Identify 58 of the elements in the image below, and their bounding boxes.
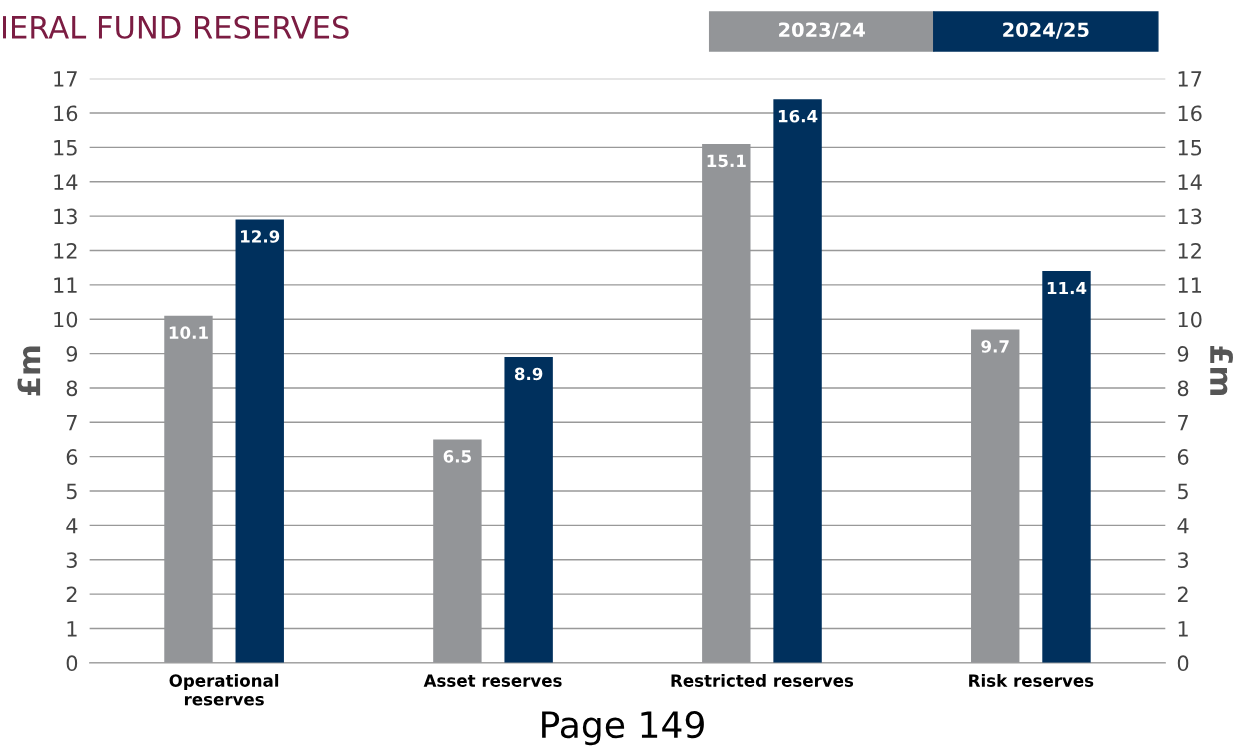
y-tick-label: 5 [66,483,77,500]
y2-tick-label: 9 [1177,346,1189,362]
data-label: 10.1 [169,326,208,339]
y-tick-label: 0 [66,655,78,672]
data-label: 11.4 [1047,281,1087,295]
y2-tick-label: 15 [1178,140,1202,156]
y2-tick-label: 13 [1178,208,1202,225]
y-tick-label: 6 [66,449,78,465]
data-label: 12.9 [241,230,280,243]
x-tick-label: Operational reserves [169,673,279,706]
data-label: 9.7 [981,340,1009,353]
y-tick-label: 10 [54,311,78,328]
y2-axis-title: £m [1210,346,1233,395]
bar [504,357,553,663]
text: 2024/25 [1003,22,1089,39]
y2-tick-label: 5 [1178,483,1188,500]
data-label: 6.5 [443,450,471,463]
y2-tick-label: 16 [1178,105,1202,122]
y2-tick-label: 3 [1178,552,1189,568]
y-tick-label: 11 [54,277,77,293]
chart-title: IERAL FUND RESERVES [3,15,349,39]
y2-tick-label: 8 [1177,380,1189,397]
y2-tick-label: 11 [1178,277,1202,293]
y-tick-label: 3 [66,552,77,568]
y-tick-label: 9 [66,346,78,362]
y-tick-label: 4 [66,518,78,534]
y-tick-label: 2 [66,586,77,603]
text: Page 149 [542,710,704,746]
y-tick-label: 14 [54,174,78,190]
bar [773,99,822,663]
y2-tick-label: 12 [1178,242,1201,259]
y2-tick-label: 17 [1178,71,1202,87]
x-tick-label: Risk reserves [969,673,1094,687]
y-tick-label: 1 [67,621,77,637]
y2-tick-label: 2 [1177,586,1188,603]
y2-tick-label: 4 [1177,518,1189,534]
data-label: 8.9 [514,367,543,381]
y-tick-label: 13 [54,208,77,225]
y-axis-title: £m [17,346,41,396]
x-tick-label: Asset reserves [423,674,562,687]
data-label: 15.1 [707,154,746,168]
y2-tick-label: 6 [1177,449,1189,465]
y-tick-label: 8 [66,380,78,397]
y2-tick-label: 14 [1178,174,1202,190]
data-label: 16.4 [778,109,818,123]
bar [1042,271,1091,663]
y2-tick-label: 7 [1178,415,1188,431]
y2-tick-label: 10 [1178,311,1202,328]
text: 2023/24 [779,22,865,39]
y2-tick-label: 0 [1177,655,1189,672]
y-tick-label: 17 [54,71,77,87]
x-tick-label: Restricted reserves [671,673,854,687]
y-tick-label: 7 [66,415,77,431]
y-tick-label: 15 [54,140,77,156]
y-tick-label: 12 [54,242,77,259]
y2-tick-label: 1 [1178,621,1188,637]
bar [235,219,284,663]
y-tick-label: 16 [54,105,78,122]
